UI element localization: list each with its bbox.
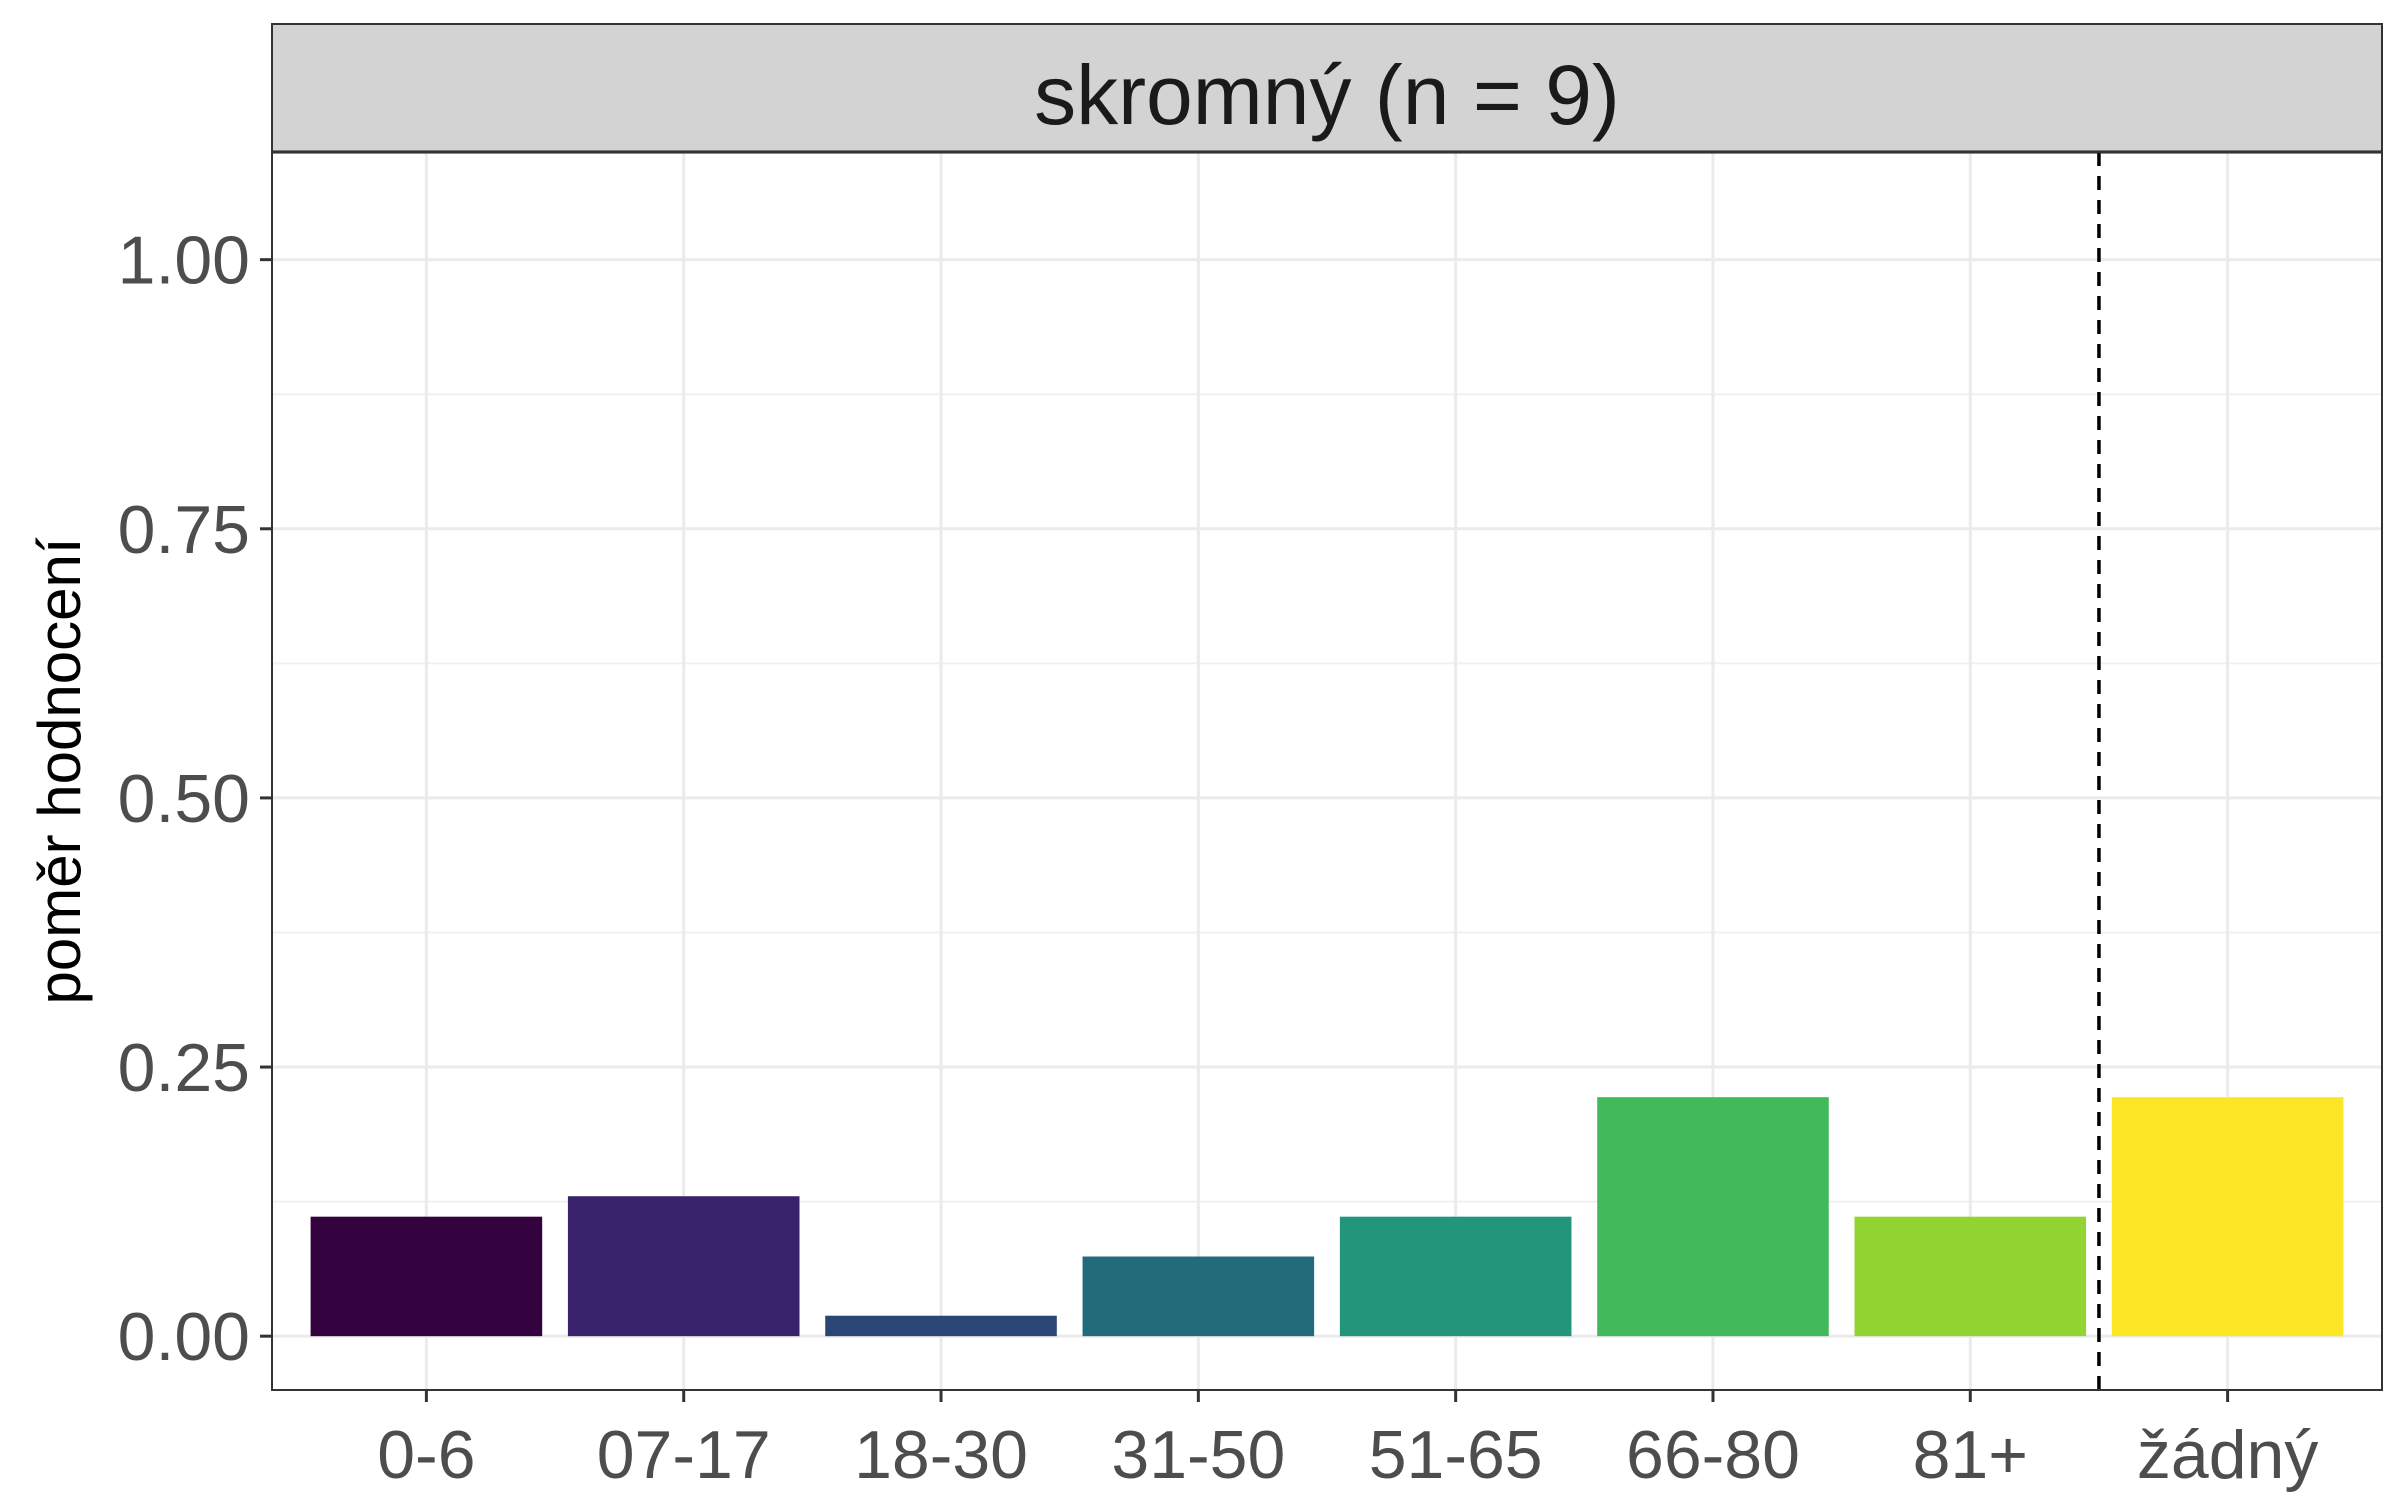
- x-tick-label: 0-6: [377, 1417, 475, 1493]
- facet-strip: [271, 23, 2383, 153]
- bar-31-50: [1082, 1256, 1315, 1337]
- bar-18-30: [825, 1315, 1057, 1337]
- grid-lines: [272, 152, 2382, 1390]
- x-axis: 0-6 07-17 18-30 31-50 51-65 66-80 81+ žádný: [377, 1390, 2318, 1493]
- y-tick-label: 0.75: [118, 492, 250, 568]
- y-tick-label: 0.00: [118, 1299, 250, 1375]
- x-tick-label: 07-17: [597, 1417, 771, 1493]
- bar-66-80: [1597, 1097, 1829, 1337]
- x-tick-label: 51-65: [1369, 1417, 1543, 1493]
- facet-title: skromný (n = 9): [1034, 48, 1620, 142]
- panel-border: [271, 151, 2383, 1391]
- bars: [310, 1097, 2344, 1337]
- bar-51-65: [1339, 1216, 1572, 1337]
- y-axis-title: poměr hodnocení: [26, 537, 93, 1004]
- y-tick-label: 0.25: [118, 1030, 250, 1106]
- y-tick-label: 0.50: [118, 761, 250, 837]
- x-tick-label: 18-30: [854, 1417, 1028, 1493]
- x-tick-label: 31-50: [1111, 1417, 1285, 1493]
- x-tick-label: žádný: [2137, 1417, 2318, 1493]
- y-tick-label: 1.00: [118, 223, 250, 299]
- x-tick-label: 81+: [1913, 1417, 2028, 1493]
- bar-0-6: [310, 1216, 543, 1337]
- x-tick-label: 66-80: [1626, 1417, 1800, 1493]
- y-axis: 0.00 0.25 0.50 0.75 1.00: [118, 223, 272, 1375]
- bar-žádný: [2111, 1097, 2344, 1337]
- bar-81+: [1854, 1216, 2087, 1337]
- bar-07-17: [567, 1196, 800, 1337]
